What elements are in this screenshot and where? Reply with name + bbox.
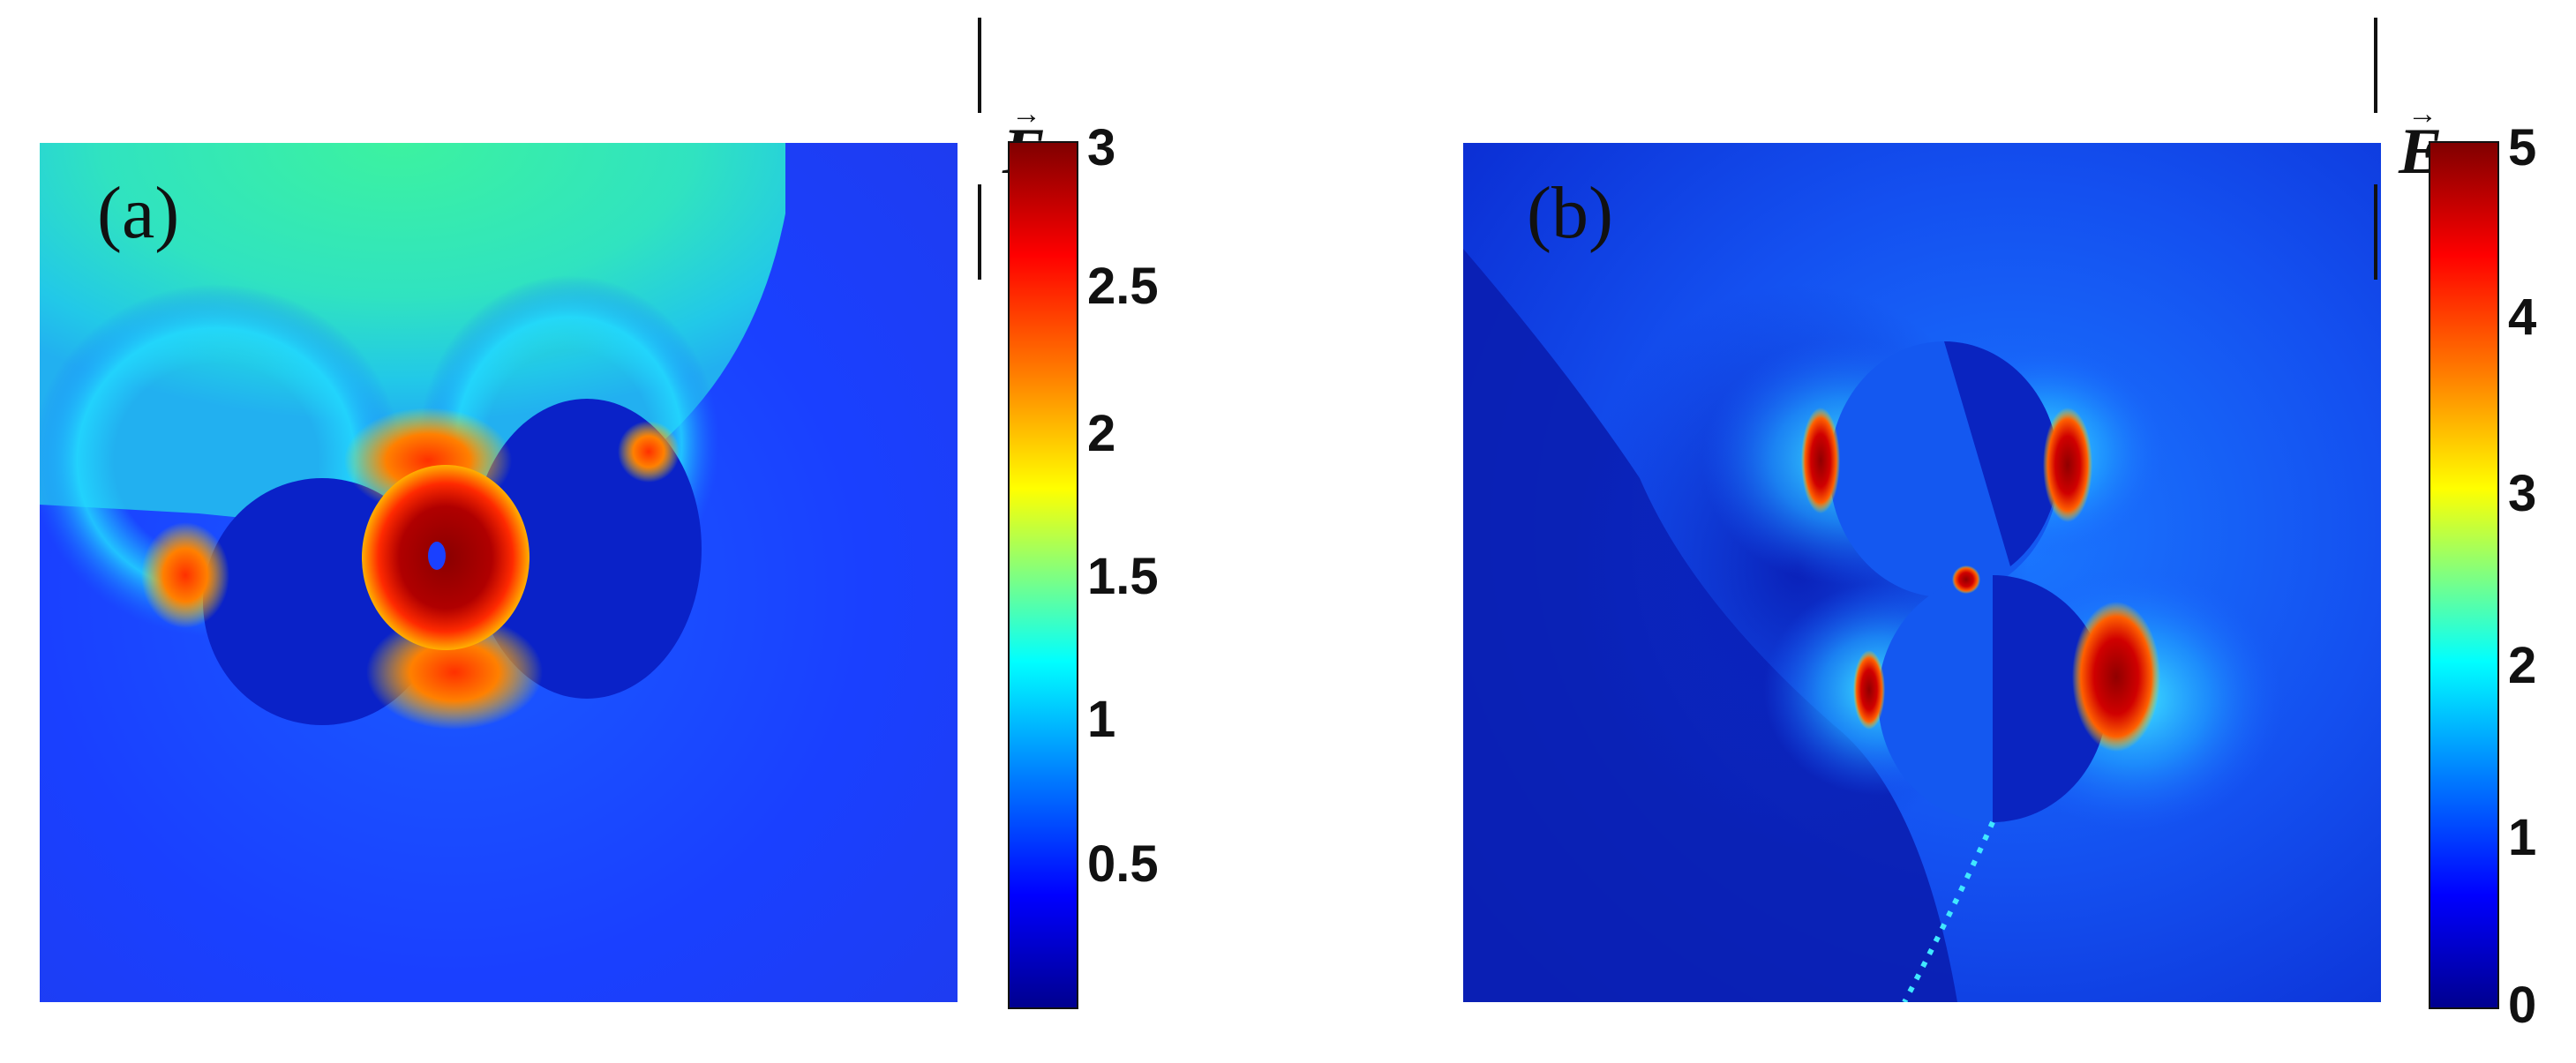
colorbar-a-tick-3: 3 <box>1087 119 1116 176</box>
colorbar-a-tick-2-5: 2.5 <box>1087 258 1159 315</box>
field-map-b <box>1463 143 2381 1002</box>
colorbar-b-tick-5: 5 <box>2508 119 2537 176</box>
abs-bar-left <box>978 18 981 113</box>
vector-arrow-icon: → <box>1011 98 1041 131</box>
colorbar-a-tick-1-5: 1.5 <box>1087 548 1159 605</box>
colorbar-b-tick-0: 0 <box>2508 977 2537 1034</box>
abs-bar-left <box>2374 18 2377 113</box>
panel-label-b: (b) <box>1527 172 1613 254</box>
panel-label-a: (a) <box>97 172 180 254</box>
colorbar-b <box>2429 141 2499 1009</box>
colorbar-b-tick-1: 1 <box>2508 809 2537 866</box>
colorbar-b-tick-3: 3 <box>2508 465 2537 522</box>
colorbar-a-tick-1: 1 <box>1087 691 1116 748</box>
colorbar-b-tick-2: 2 <box>2508 637 2537 694</box>
abs-bar-right <box>2374 184 2377 281</box>
colorbar-a-tick-2: 2 <box>1087 405 1116 462</box>
abs-bar-right <box>978 184 981 281</box>
colorbar-b-tick-4: 4 <box>2508 288 2537 346</box>
colorbar-a-tick-0-5: 0.5 <box>1087 835 1159 893</box>
vector-arrow-icon: → <box>2407 98 2437 131</box>
field-map-a <box>40 143 958 1002</box>
colorbar-a <box>1008 141 1078 1009</box>
